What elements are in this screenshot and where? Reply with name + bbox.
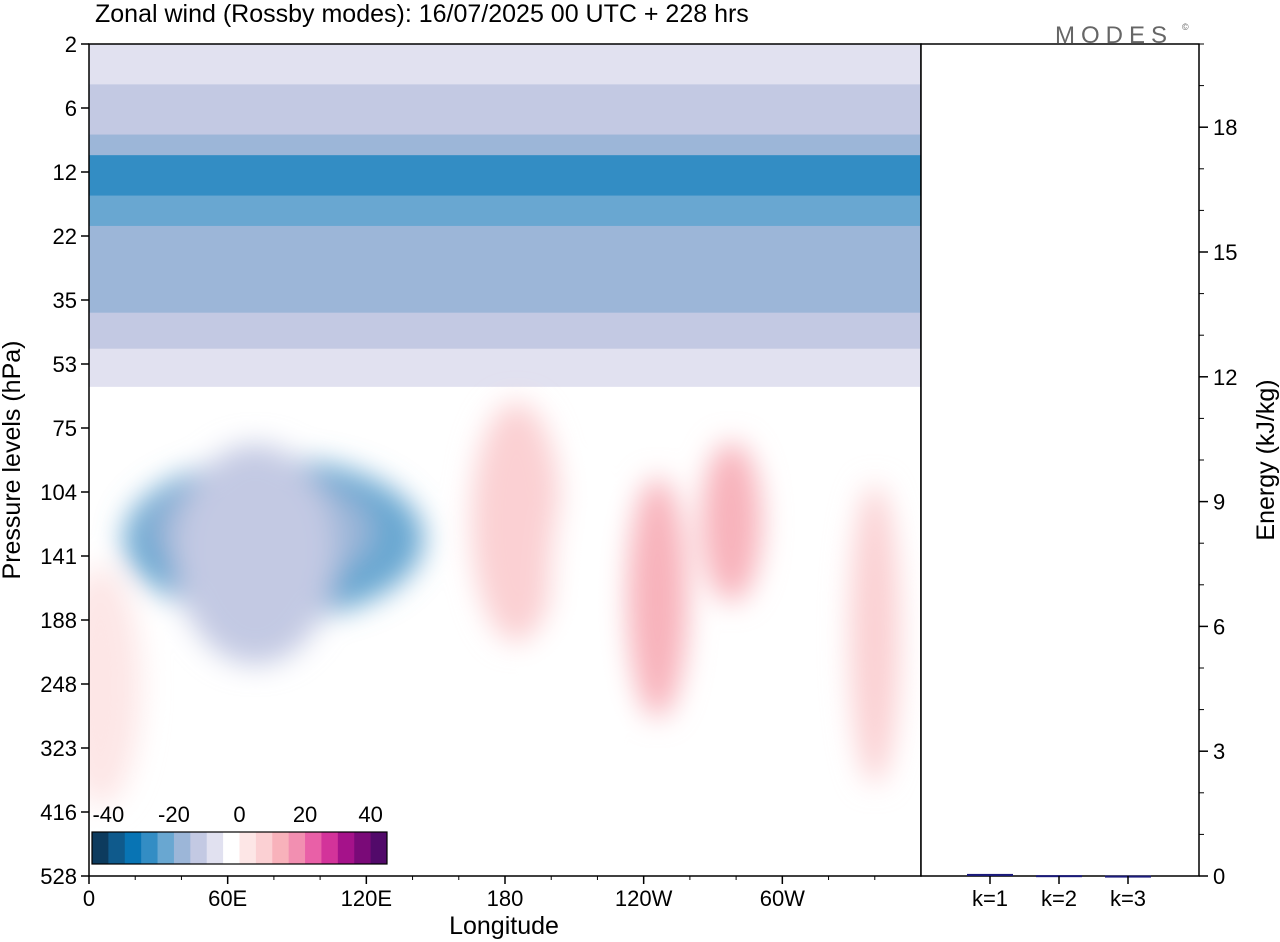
heatmap-y-tick-label: 2 [65,32,77,57]
bar-y-tick-label: 15 [1213,240,1237,265]
heatmap-band [89,172,921,197]
heatmap-y-tick-label: 248 [40,672,77,697]
heatmap-anomaly [175,444,336,665]
colorbar-tick-label: -40 [92,802,124,827]
bar-y-tick-label: 6 [1213,614,1225,639]
heatmap-band [89,44,921,85]
heatmap-band [89,312,921,350]
colorbar-cell [190,832,208,864]
heatmap-y-tick-label: 12 [53,160,77,185]
heatmap-y-tick-label: 35 [53,288,77,313]
energy-bar-panel: 0 3 6 9 12 15 18 k=1 k=2 k=3 Energy (kJ/kg) [920,43,1280,911]
heatmap-x-tick-label: 120W [615,886,673,911]
heatmap-y-tick-label: 53 [53,352,77,377]
heatmap-band [89,108,921,136]
colorbar-cell [223,832,240,864]
bar-y-tick-label: 12 [1213,365,1237,390]
colorbar-cell [272,832,290,864]
heatmap-field [89,44,921,876]
bar-x-tick-label: k=1 [972,886,1008,911]
bar-x-axis: k=1 k=2 k=3 [972,876,1146,911]
heatmap-y-tick-label: 528 [40,864,77,889]
colorbar-cell [239,832,257,864]
colorbar-cell [321,832,339,864]
colorbar-tick-label: 20 [293,802,317,827]
colorbar-tick-label: -20 [158,802,190,827]
heatmap-x-tick-label: 120E [341,886,392,911]
heatmap-band [89,195,921,227]
heatmap-y-tick-label: 75 [53,416,77,441]
heatmap-x-tick-label: 180 [487,886,524,911]
heatmap-band [89,225,921,280]
colorbar-tick-label: 0 [233,802,245,827]
bar-x-tick-label: k=3 [1110,886,1146,911]
heatmap-anomaly [89,565,141,806]
bar-y-tick-label: 0 [1213,864,1225,889]
bar-plot-frame [920,43,1200,877]
energy-bar [967,873,1013,876]
heatmap-y-axis-label: Pressure levels (hPa) [0,341,26,580]
colorbar-cell [157,832,175,864]
heatmap-y-tick-label: 323 [40,736,77,761]
heatmap-x-axis-label: Longitude [449,912,559,940]
colorbar-cell [173,832,191,864]
heatmap-y-tick-label: 22 [53,224,77,249]
heatmap-anomaly [549,474,600,795]
heatmap-band [89,134,921,156]
colorbar-frame [91,831,388,865]
heatmap-y-tick-label: 6 [65,96,77,121]
colorbar-cell [255,832,273,864]
colorbar-cell [108,832,126,864]
bar-y-tick-label: 3 [1213,739,1225,764]
bar-y-axis: 0 3 6 9 12 15 18 [1199,43,1237,889]
colorbar-cell [206,832,224,864]
colorbar-cell [370,832,388,864]
heatmap-y-tick-label: 416 [40,800,77,825]
heatmap-y-tick-label: 188 [40,608,77,633]
heatmap-y-tick-label: 141 [40,544,77,569]
heatmap-panel: 2 6 12 22 35 53 75 104 141 188 248 323 416 528 0 60E 12… [0,32,922,940]
colorbar-cell [354,832,372,864]
heatmap-y-axis: 2 6 12 22 35 53 75 104 141 188 248 323 416 528 [40,32,89,889]
heatmap-y-tick-label: 104 [40,480,77,505]
heatmap-band [89,155,921,173]
heatmap-band [89,84,921,109]
heatmap-x-axis: 0 60E 120E 180 120W 60W [83,876,876,911]
heatmap-anomaly [627,477,688,718]
heatmap-band [89,278,921,314]
bar-y-tick-label: 9 [1213,490,1225,515]
heatmap-x-tick-label: 60W [760,886,805,911]
chart-title: Zonal wind (Rossby modes): 16/07/2025 00… [95,0,749,28]
colorbar-cell [124,832,142,864]
colorbar-cell [305,832,322,864]
heatmap-blob-layer [89,402,900,806]
colorbar-cell [337,832,355,864]
heatmap-band [89,348,921,388]
colorbar-cell [141,832,158,864]
heatmap-anomaly [701,442,762,603]
colorbar-cell [92,832,109,864]
heatmap-anomaly [849,484,900,785]
colorbar-cells [92,832,388,864]
bar-y-axis-label: Energy (kJ/kg) [1252,379,1280,540]
modes-logo-mark: © [1182,22,1189,32]
colorbar-tick-labels: -40 -20 0 20 40 [92,802,382,827]
colorbar-tick-label: 40 [358,802,382,827]
heatmap-x-tick-label: 0 [83,886,95,911]
colorbar: -40 -20 0 20 40 [91,802,388,865]
heatmap-anomaly [471,402,562,643]
colorbar-cell [288,832,306,864]
heatmap-x-tick-label: 60E [208,886,247,911]
bar-x-tick-label: k=2 [1041,886,1077,911]
bar-y-tick-label: 18 [1213,115,1237,140]
